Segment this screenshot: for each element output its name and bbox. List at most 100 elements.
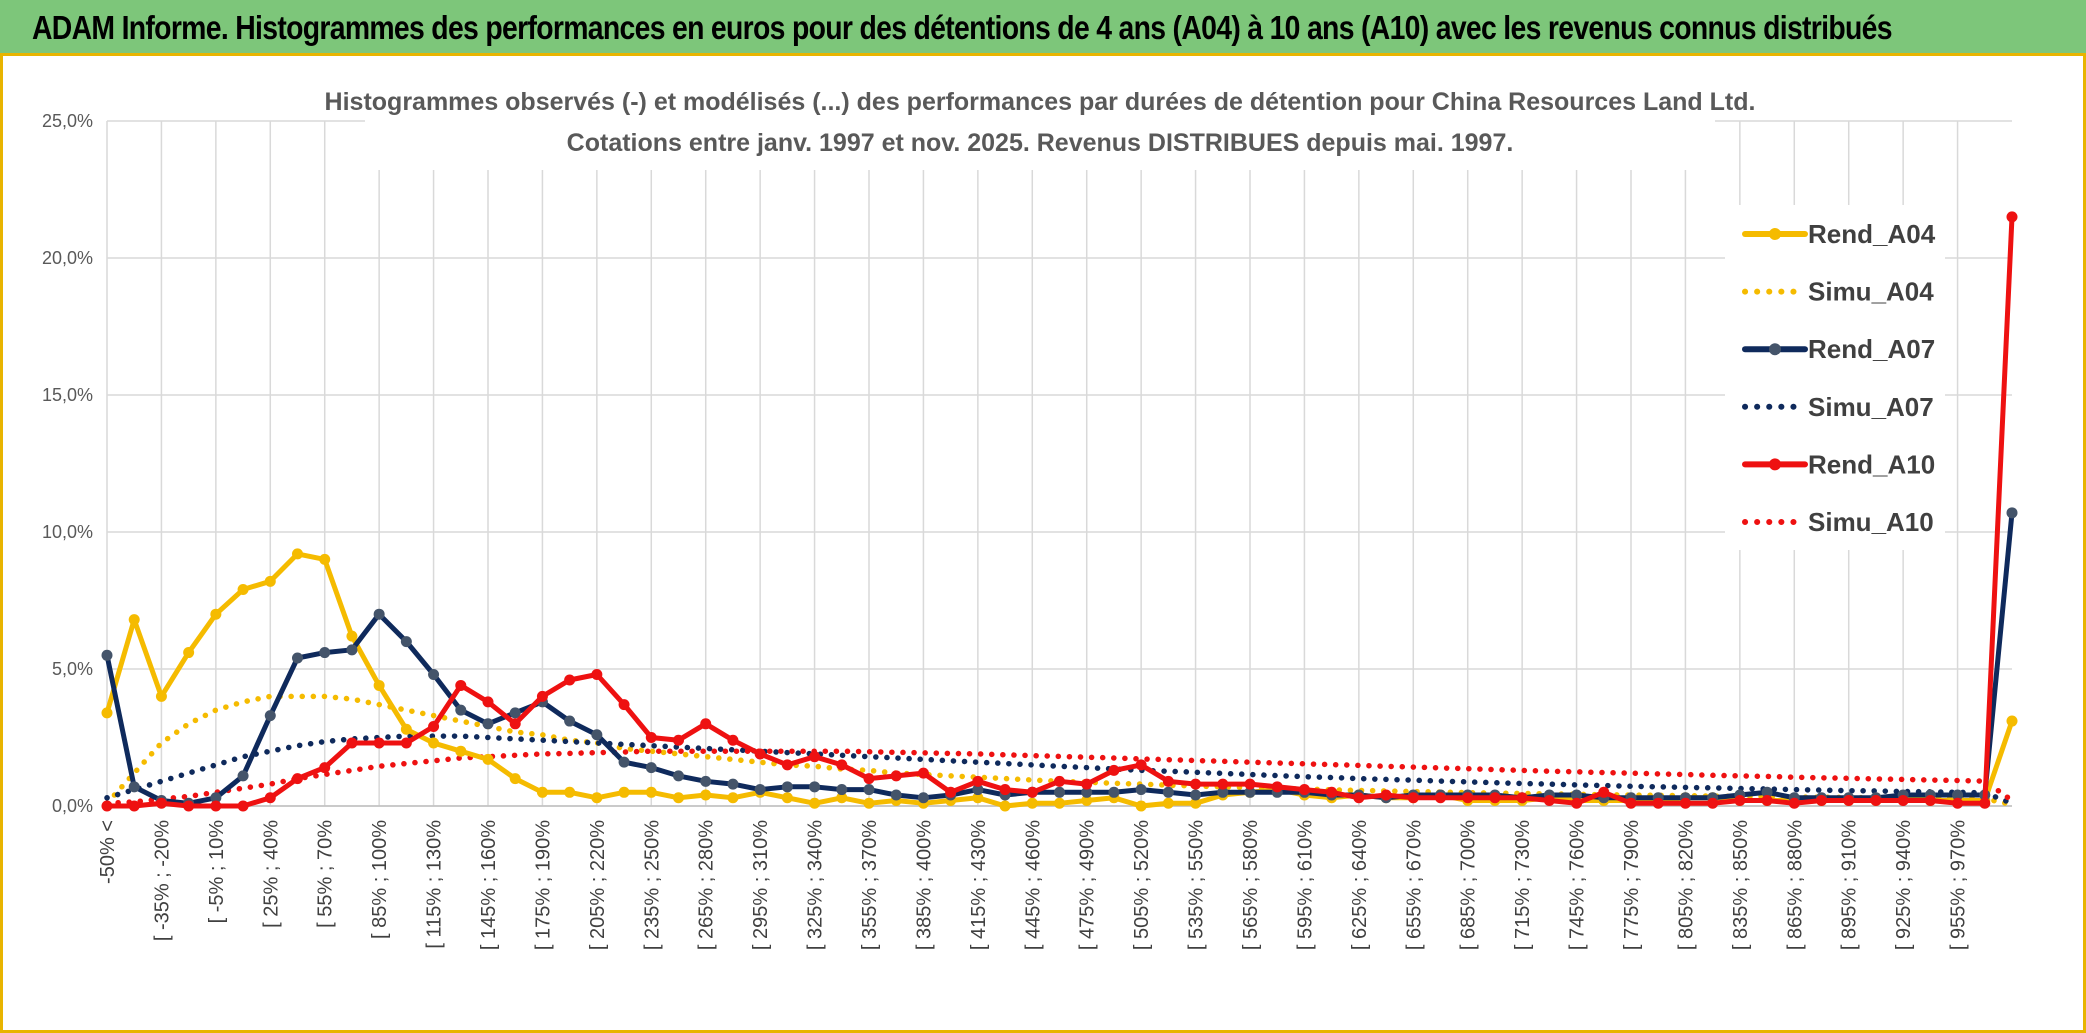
y-tick-label: 0,0% xyxy=(52,796,93,816)
point-rend_a07 xyxy=(428,668,440,680)
point-rend_a04 xyxy=(509,773,521,785)
series-line-simu_a07 xyxy=(104,733,2015,807)
point-rend_a04 xyxy=(564,786,576,798)
point-rend_a10 xyxy=(781,759,793,771)
point-rend_a07 xyxy=(128,781,140,793)
point-rend_a07 xyxy=(237,770,249,782)
point-rend_a10 xyxy=(1679,797,1691,809)
x-tick-label: [ 55% ; 70% xyxy=(315,820,337,928)
x-tick-label: [ 265% ; 280% xyxy=(696,820,718,950)
series-lines xyxy=(101,211,2018,812)
point-rend_a10 xyxy=(1435,792,1446,804)
point-rend_a04 xyxy=(1135,800,1147,812)
point-rend_a10 xyxy=(1462,792,1474,804)
x-tick-label: [ 175% ; 190% xyxy=(532,820,554,950)
point-rend_a04 xyxy=(482,753,494,765)
legend-label: Rend_A04 xyxy=(1808,219,1936,249)
x-tick-label: [ 805% ; 820% xyxy=(1675,820,1697,950)
point-rend_a04 xyxy=(863,797,875,809)
point-rend_a10 xyxy=(700,718,712,730)
point-rend_a10 xyxy=(536,690,548,702)
point-rend_a07 xyxy=(373,608,385,620)
point-rend_a04 xyxy=(455,745,467,757)
legend: Rend_A04 Simu_A04 Rend_A07 Simu_A07 Rend_A10… xyxy=(1725,205,1945,550)
point-rend_a10 xyxy=(618,699,630,711)
point-rend_a04 xyxy=(1162,797,1174,809)
x-tick-label: [ 685% ; 700% xyxy=(1458,820,1480,950)
point-rend_a07 xyxy=(1571,789,1583,801)
legend-label: Rend_A10 xyxy=(1808,449,1935,479)
point-rend_a04 xyxy=(346,630,358,642)
point-rend_a10 xyxy=(1707,797,1719,809)
point-rend_a10 xyxy=(1054,775,1065,787)
point-rend_a04 xyxy=(972,792,984,804)
point-rend_a04 xyxy=(1054,797,1065,809)
y-tick-label: 15,0% xyxy=(42,385,93,405)
point-rend_a07 xyxy=(455,704,467,716)
x-tick-label: [ 925% ; 940% xyxy=(1893,820,1915,950)
point-rend_a07 xyxy=(863,784,875,796)
x-tick-label: [ 475% ; 490% xyxy=(1077,820,1099,950)
point-rend_a07 xyxy=(645,762,657,774)
point-rend_a04 xyxy=(809,797,821,809)
point-rend_a10 xyxy=(754,748,766,760)
x-tick-label: [ 715% ; 730% xyxy=(1512,820,1534,950)
point-rend_a04 xyxy=(128,614,140,626)
point-rend_a04 xyxy=(373,679,385,691)
x-tick-label: [ 775% ; 790% xyxy=(1621,820,1643,950)
point-rend_a10 xyxy=(428,721,440,733)
frame-corner-left xyxy=(0,53,10,56)
x-tick-label: [ 595% ; 610% xyxy=(1294,820,1316,950)
point-rend_a04 xyxy=(319,553,331,565)
point-rend_a04 xyxy=(101,707,113,719)
point-rend_a07 xyxy=(1108,786,1120,798)
point-rend_a07 xyxy=(1244,786,1256,798)
point-rend_a10 xyxy=(373,737,385,749)
point-rend_a10 xyxy=(183,800,195,812)
point-rend_a10 xyxy=(1516,792,1528,804)
point-rend_a07 xyxy=(890,789,902,801)
x-tick-label: [ 895% ; 910% xyxy=(1839,820,1861,950)
point-rend_a10 xyxy=(999,784,1011,796)
y-tick-label: 5,0% xyxy=(52,659,93,679)
point-rend_a10 xyxy=(1979,797,1991,809)
point-rend_a10 xyxy=(1598,786,1610,798)
point-rend_a10 xyxy=(1190,778,1202,790)
point-rend_a07 xyxy=(1162,786,1174,798)
point-rend_a10 xyxy=(1326,786,1338,798)
point-rend_a10 xyxy=(1734,795,1746,807)
frame-corner-right xyxy=(2076,53,2086,56)
point-rend_a10 xyxy=(1816,795,1827,807)
point-rend_a10 xyxy=(2006,211,2018,223)
x-tick-label: [ 325% ; 340% xyxy=(805,820,827,950)
point-rend_a07 xyxy=(1761,786,1773,798)
point-rend_a04 xyxy=(2006,715,2018,727)
x-tick-label: [ 85% ; 100% xyxy=(369,820,391,939)
point-rend_a07 xyxy=(564,715,576,727)
point-rend_a10 xyxy=(1407,792,1419,804)
x-tick-label: -50% < xyxy=(97,820,119,884)
point-rend_a10 xyxy=(945,786,957,798)
legend-label: Simu_A10 xyxy=(1808,507,1934,537)
point-rend_a04 xyxy=(618,786,630,798)
x-tick-label: [ 835% ; 850% xyxy=(1730,820,1752,950)
point-rend_a04 xyxy=(645,786,657,798)
point-rend_a07 xyxy=(1952,789,1964,801)
point-rend_a04 xyxy=(1190,797,1202,809)
point-rend_a10 xyxy=(1924,795,1936,807)
point-rend_a07 xyxy=(1190,789,1202,801)
point-rend_a07 xyxy=(264,710,276,722)
x-tick-label: [ 445% ; 460% xyxy=(1022,820,1044,950)
x-tick-label: [ 385% ; 400% xyxy=(913,820,935,950)
point-rend_a07 xyxy=(618,756,630,768)
point-rend_a10 xyxy=(482,696,494,708)
legend-marker xyxy=(1769,228,1781,240)
point-rend_a07 xyxy=(591,729,603,741)
point-rend_a07 xyxy=(917,792,929,804)
point-rend_a10 xyxy=(400,737,412,749)
point-rend_a07 xyxy=(700,775,712,787)
point-rend_a10 xyxy=(128,800,140,812)
point-rend_a10 xyxy=(1108,764,1120,776)
point-rend_a10 xyxy=(1026,786,1038,798)
point-rend_a04 xyxy=(781,792,793,804)
